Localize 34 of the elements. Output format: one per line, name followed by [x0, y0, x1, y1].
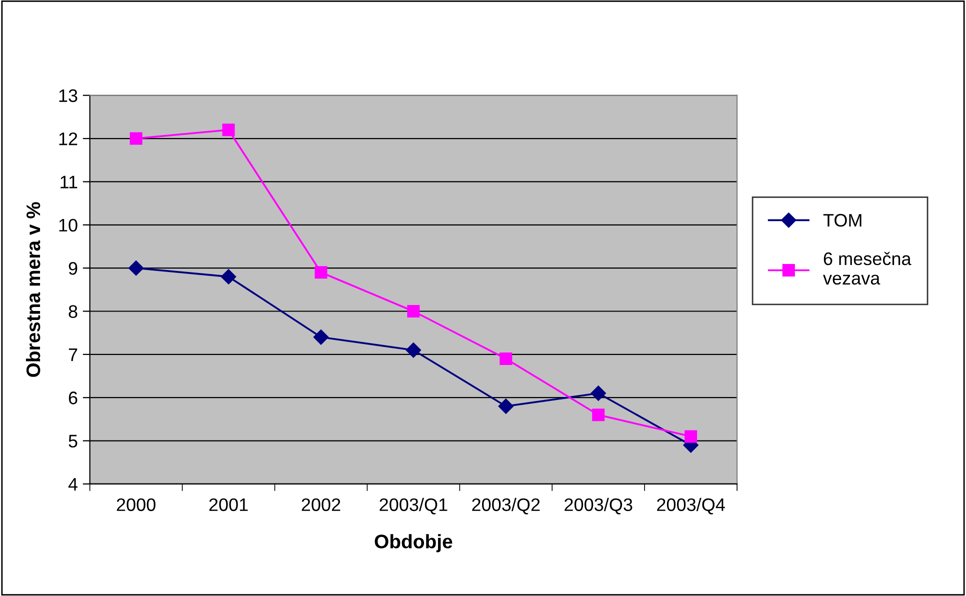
- y-tick-label: 5: [68, 434, 78, 448]
- point: [130, 132, 142, 145]
- x-tick-label: 2003/Q1: [380, 498, 448, 514]
- point: [500, 352, 512, 365]
- point: [590, 386, 606, 401]
- x-tick-label: 2002: [302, 498, 340, 512]
- point: [222, 124, 235, 136]
- legend-label: TOM: [823, 214, 862, 227]
- legend-label: 6 mesečna vezava: [823, 252, 912, 285]
- y-tick-label: 11: [60, 176, 78, 188]
- y-tick-label: 4: [68, 478, 78, 490]
- x-tick-label: 2003/Q4: [657, 498, 725, 514]
- point: [314, 266, 328, 279]
- y-tick-label: 6: [68, 392, 78, 404]
- point: [684, 430, 698, 443]
- point: [498, 398, 514, 414]
- x-tick-label: 2003/Q2: [472, 498, 540, 514]
- y-tick-label: 9: [68, 262, 78, 275]
- y-tick-label: 13: [59, 89, 78, 102]
- y-axis-title: Obrestna mera v %: [26, 202, 40, 377]
- point: [592, 408, 605, 422]
- point: [220, 269, 236, 284]
- point: [407, 304, 420, 318]
- x-axis-title: Obdobje: [374, 534, 452, 552]
- x-tick-label: 2003/Q3: [564, 498, 632, 514]
- y-tick-label: 10: [59, 218, 78, 232]
- point: [313, 330, 329, 345]
- y-tick-label: 8: [68, 305, 78, 318]
- y-tick-label: 7: [68, 348, 78, 361]
- y-tick-label: 12: [59, 132, 78, 146]
- x-tick-label: 2000: [116, 498, 156, 512]
- point: [128, 260, 144, 276]
- point: [406, 342, 422, 358]
- x-tick-label: 2001: [209, 498, 248, 512]
